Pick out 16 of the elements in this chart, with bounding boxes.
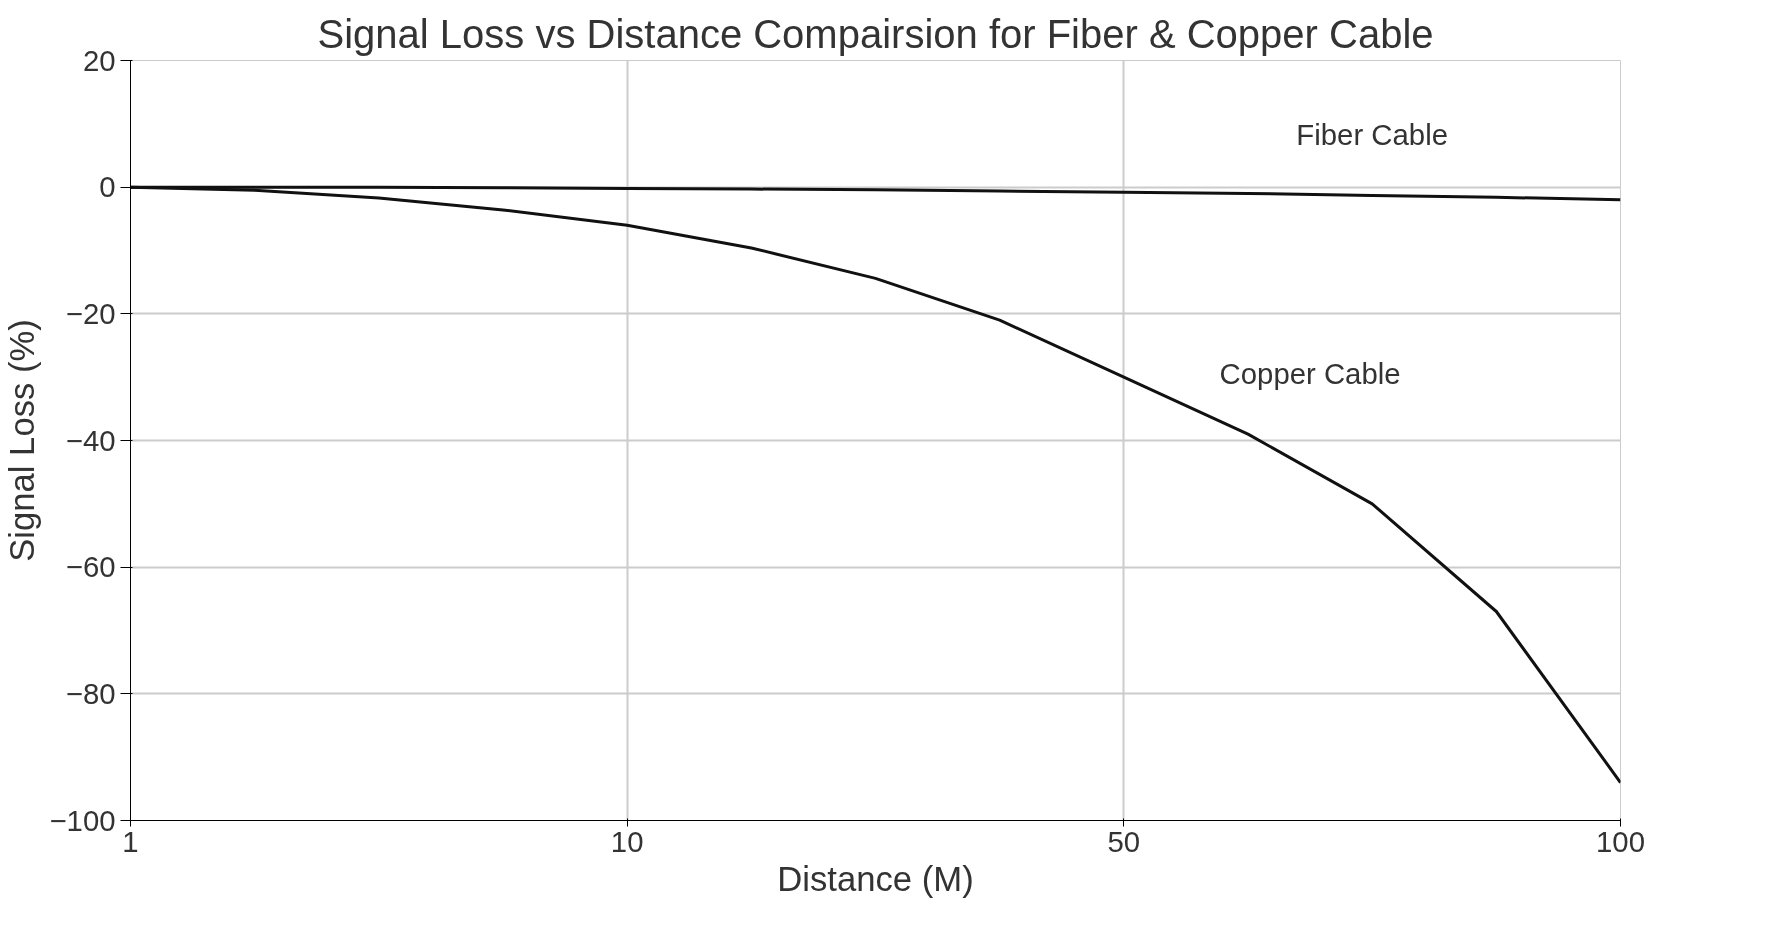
x-tick-label: 10: [610, 824, 644, 858]
series-label: Copper Cable: [1219, 356, 1401, 390]
x-axis-title: Distance (M): [777, 859, 974, 898]
y-tick-label: −80: [65, 676, 116, 710]
y-tick-label: −40: [65, 423, 116, 457]
y-tick-label: −100: [49, 803, 116, 837]
x-tick-label: 50: [1107, 824, 1141, 858]
chart-title: Signal Loss vs Distance Compairsion for Fiber & Copper Cable: [317, 11, 1434, 56]
x-tick-label: 1: [122, 824, 139, 858]
y-tick-label: 20: [82, 43, 116, 77]
y-tick-label: −20: [65, 296, 116, 330]
y-tick-label: 0: [99, 170, 116, 204]
series-label: Fiber Cable: [1296, 118, 1448, 152]
y-axis-title: Signal Loss (%): [3, 319, 42, 562]
y-tick-label: −60: [65, 550, 116, 584]
x-tick-label: 100: [1596, 824, 1645, 858]
